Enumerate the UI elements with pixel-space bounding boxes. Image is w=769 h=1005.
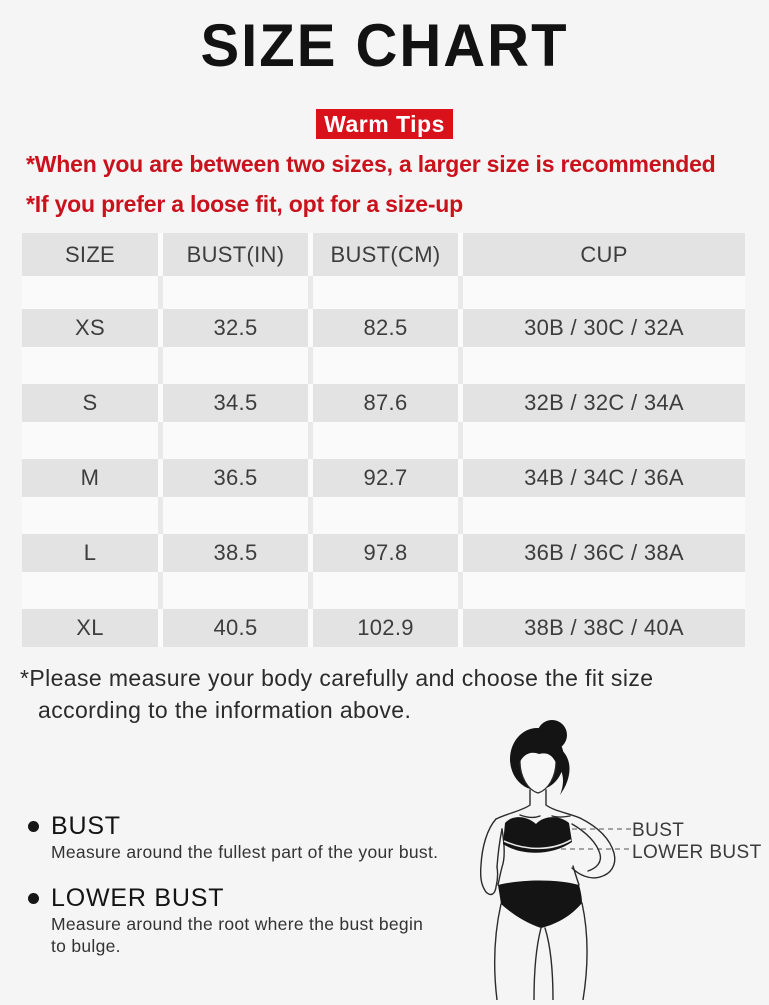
woman-figure-icon: [479, 720, 632, 1001]
cup-cell: 34B / 34C / 36A: [463, 459, 745, 497]
cup-cell: 32B / 32C / 34A: [463, 384, 745, 422]
table-spacer-row: [22, 572, 745, 609]
guide-label: BUST: [51, 812, 121, 840]
bust-cm-cell: 102.9: [313, 609, 458, 647]
bandeau-bra: [503, 817, 572, 853]
size-chart-table: SIZE BUST(IN) BUST(CM) CUP XS 32.5 82.5 …: [22, 233, 745, 647]
table-spacer-cell: [163, 347, 308, 384]
table-header-row: SIZE BUST(IN) BUST(CM) CUP: [22, 233, 745, 276]
table-row: XS 32.5 82.5 30B / 30C / 32A: [22, 309, 745, 347]
table-spacer-row: [22, 422, 745, 459]
bust-cm-cell: 92.7: [313, 459, 458, 497]
guide-item-lower-bust: LOWER BUST Measure around the root where…: [28, 884, 458, 957]
measure-guide: BUST Measure around the fullest part of …: [28, 812, 458, 978]
measure-note: *Please measure your body carefully and …: [20, 662, 750, 726]
bullet-icon: [28, 893, 39, 904]
table-spacer-cell: [22, 347, 158, 384]
table-spacer-cell: [163, 497, 308, 534]
bust-cm-cell: 82.5: [313, 309, 458, 347]
bust-cm-cell: 97.8: [313, 534, 458, 572]
guide-item-bust: BUST Measure around the fullest part of …: [28, 812, 458, 863]
tip-line: *If you prefer a loose fit, opt for a si…: [26, 191, 463, 217]
tip-line: *When you are between two sizes, a large…: [26, 151, 716, 177]
size-cell: L: [22, 534, 158, 572]
warm-tips-badge: Warm Tips: [316, 109, 453, 139]
bust-in-cell: 36.5: [163, 459, 308, 497]
table-row: L 38.5 97.8 36B / 36C / 38A: [22, 534, 745, 572]
bust-in-cell: 38.5: [163, 534, 308, 572]
table-row: XL 40.5 102.9 38B / 38C / 40A: [22, 609, 745, 647]
page-title: SIZE CHART: [200, 11, 569, 80]
table-spacer-cell: [313, 422, 458, 459]
size-cell: XS: [22, 309, 158, 347]
table-spacer-cell: [313, 497, 458, 534]
table-spacer-cell: [313, 572, 458, 609]
table-spacer-cell: [22, 572, 158, 609]
size-cell: S: [22, 384, 158, 422]
body-figure-illustration: [460, 715, 635, 1001]
briefs: [498, 880, 582, 928]
table-spacer-cell: [463, 422, 745, 459]
column-header-size: SIZE: [22, 233, 158, 276]
table-spacer-cell: [22, 422, 158, 459]
bust-in-cell: 34.5: [163, 384, 308, 422]
cup-cell: 38B / 38C / 40A: [463, 609, 745, 647]
table-row: M 36.5 92.7 34B / 34C / 36A: [22, 459, 745, 497]
table-spacer-cell: [22, 497, 158, 534]
bust-cm-cell: 87.6: [313, 384, 458, 422]
table-spacer-cell: [22, 276, 158, 309]
cup-cell: 30B / 30C / 32A: [463, 309, 745, 347]
figure-lower-bust-label: LOWER BUST: [632, 842, 762, 863]
table-spacer-cell: [463, 572, 745, 609]
column-header-cup: CUP: [463, 233, 745, 276]
bullet-icon: [28, 821, 39, 832]
bust-in-cell: 32.5: [163, 309, 308, 347]
guide-desc: Measure around the fullest part of the y…: [51, 842, 439, 862]
table-spacer-row: [22, 276, 745, 309]
note-line: *Please measure your body carefully and …: [20, 665, 654, 691]
note-line: according to the information above.: [38, 697, 412, 723]
table-spacer-row: [22, 347, 745, 384]
size-cell: XL: [22, 609, 158, 647]
table-spacer-cell: [313, 347, 458, 384]
table-row: S 34.5 87.6 32B / 32C / 34A: [22, 384, 745, 422]
table-spacer-cell: [163, 572, 308, 609]
table-spacer-row: [22, 497, 745, 534]
size-cell: M: [22, 459, 158, 497]
column-header-bust-in: BUST(IN): [163, 233, 308, 276]
column-header-bust-cm: BUST(CM): [313, 233, 458, 276]
table-spacer-cell: [463, 276, 745, 309]
guide-desc: Measure around the root where the bust b…: [51, 914, 424, 956]
cup-cell: 36B / 36C / 38A: [463, 534, 745, 572]
table-spacer-cell: [463, 497, 745, 534]
table-spacer-cell: [163, 276, 308, 309]
table-spacer-cell: [313, 276, 458, 309]
figure-bust-label: BUST: [632, 820, 685, 841]
table-spacer-cell: [463, 347, 745, 384]
guide-label: LOWER BUST: [51, 884, 225, 912]
bust-in-cell: 40.5: [163, 609, 308, 647]
table-spacer-cell: [163, 422, 308, 459]
sizing-tips: *When you are between two sizes, a large…: [26, 144, 756, 224]
